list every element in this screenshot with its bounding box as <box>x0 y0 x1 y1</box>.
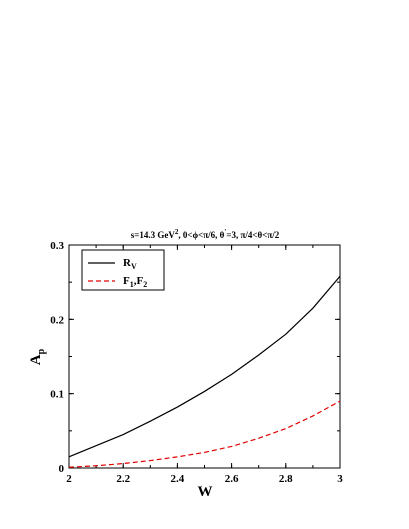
y-axis-label: Ap <box>28 348 47 365</box>
y-tick-label: 0.1 <box>50 389 64 401</box>
axis-ticks <box>68 244 341 469</box>
series-line-0 <box>68 275 341 458</box>
series-line-1 <box>68 400 341 468</box>
legend: RV F1,F2 <box>81 249 165 291</box>
x-tick-label: 3 <box>337 473 343 485</box>
x-axis-label: W <box>198 484 213 500</box>
y-tick-label: 0.2 <box>50 314 64 326</box>
x-tick-label: 2 <box>66 473 72 485</box>
x-tick-label: 2.8 <box>279 473 293 485</box>
tick-labels: 2 2.2 2.4 2.6 2.8 3 0 0.1 0.2 0.3 <box>50 240 343 485</box>
legend-label-f1f2: F1,F2 <box>123 275 147 289</box>
series-group <box>68 275 341 468</box>
legend-label-rv: RV <box>123 257 137 271</box>
chart-title: s=14.3 GeV2, 0<ϕ<π/6, θ′=3, π/4<θ<π/2 <box>131 228 280 240</box>
legend-box <box>81 249 165 291</box>
x-tick-label: 2.4 <box>171 473 185 485</box>
y-tick-label: 0.3 <box>50 240 64 252</box>
x-tick-label: 2.2 <box>116 473 130 485</box>
x-tick-label: 2.6 <box>225 473 239 485</box>
y-tick-label: 0 <box>59 463 65 475</box>
